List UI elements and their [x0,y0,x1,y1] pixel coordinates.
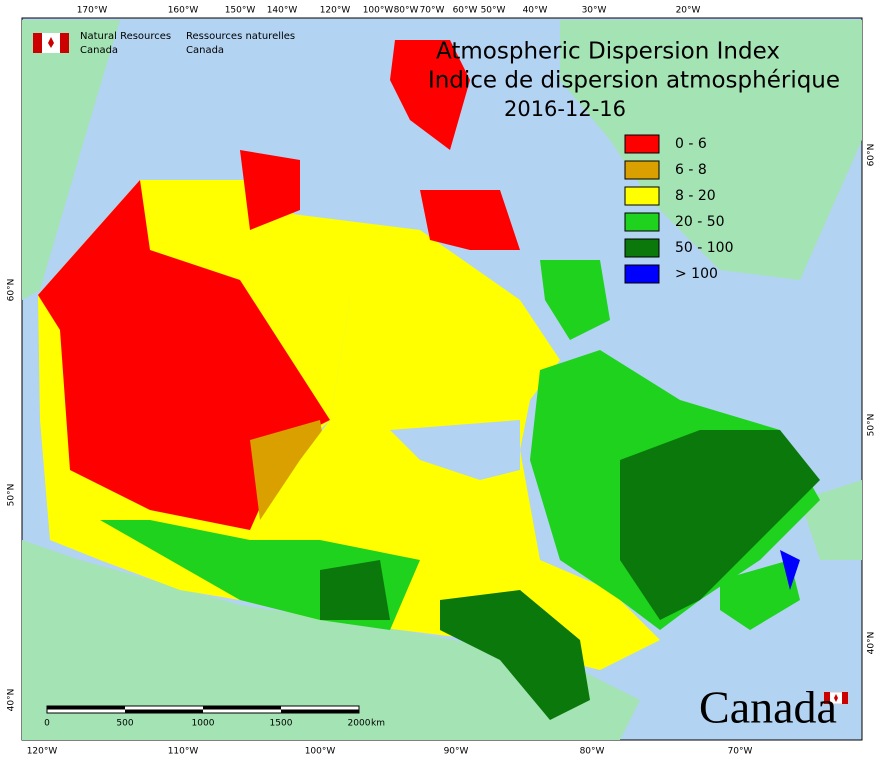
legend-swatch [624,238,660,258]
agency-en: Canada [80,45,118,56]
longitude-label: 70°W [420,6,445,16]
latitude-label: 40°N [867,632,877,655]
legend-swatch [624,264,660,284]
legend-swatch [624,134,660,154]
latitude-label: 50°N [867,414,877,437]
legend-swatch [624,160,660,180]
agency-en: Natural Resources [80,31,171,42]
dispersion-regions [38,40,820,720]
longitude-label: 160°W [168,6,199,16]
legend-label: 50 - 100 [675,240,734,256]
longitude-label: 110°W [168,747,199,757]
scale-label: 500 [116,719,133,729]
scale-bar [46,705,360,714]
longitude-label: 20°W [676,6,701,16]
latitude-label: 60°N [7,279,17,302]
scale-label: 2000 [348,719,371,729]
latitude-label: 60°N [867,144,877,167]
longitude-label: 60°W [453,6,478,16]
longitude-label: 120°W [27,747,58,757]
agency-fr: Canada [186,45,224,56]
longitude-label: 140°W [267,6,298,16]
legend-label: > 100 [675,266,718,282]
longitude-label: 40°W [523,6,548,16]
title-en: Atmospheric Dispersion Index [436,39,780,65]
legend-label: 0 - 6 [675,136,707,152]
wordmark: Canada [699,682,837,733]
longitude-label: 170°W [77,6,108,16]
longitude-label: 90°W [444,747,469,757]
latitude-label: 50°N [7,484,17,507]
legend-swatch [624,212,660,232]
legend-swatches [624,134,660,284]
longitude-label: 80°W [580,747,605,757]
landmasses [22,20,862,740]
longitude-label: 100°W [363,6,394,16]
legend-label: 6 - 8 [675,162,707,178]
latitude-label: 40°N [7,689,17,712]
scale-label: 0 [44,719,50,729]
scale-unit: km [371,719,385,729]
title-fr: Indice de dispersion atmosphérique [428,68,840,94]
longitude-label: 30°W [582,6,607,16]
longitude-label: 50°W [481,6,506,16]
longitude-label: 80°W [394,6,419,16]
longitude-label: 100°W [305,747,336,757]
agency-fr: Ressources naturelles [186,31,295,42]
legend-swatch [624,186,660,206]
longitude-label: 150°W [225,6,256,16]
agency-flag [33,33,849,705]
longitude-label: 70°W [728,747,753,757]
title-date: 2016-12-16 [504,97,626,121]
longitude-label: 120°W [320,6,351,16]
legend-label: 20 - 50 [675,214,725,230]
scale-label: 1500 [270,719,293,729]
legend-label: 8 - 20 [675,188,716,204]
scale-label: 1000 [192,719,215,729]
